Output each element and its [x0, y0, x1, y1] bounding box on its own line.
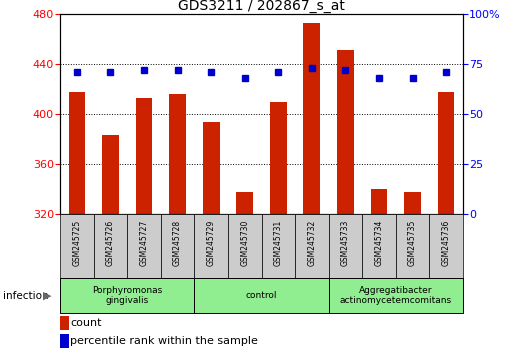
Bar [60, 278, 195, 313]
Bar [203, 122, 220, 214]
Bar [161, 214, 195, 278]
Text: GSM245730: GSM245730 [240, 219, 249, 266]
Bar [236, 192, 253, 214]
Bar [94, 214, 127, 278]
Bar [371, 189, 388, 214]
Text: GSM245736: GSM245736 [441, 219, 451, 266]
Title: GDS3211 / 202867_s_at: GDS3211 / 202867_s_at [178, 0, 345, 13]
Text: ▶: ▶ [43, 291, 51, 301]
Bar [228, 214, 262, 278]
Bar [60, 316, 69, 330]
Text: GSM245729: GSM245729 [207, 220, 215, 266]
Text: GSM245731: GSM245731 [274, 220, 283, 266]
Text: GSM245727: GSM245727 [140, 220, 149, 266]
Bar [362, 214, 396, 278]
Text: infection: infection [3, 291, 48, 301]
Text: Porphyromonas
gingivalis: Porphyromonas gingivalis [92, 286, 162, 305]
Text: percentile rank within the sample: percentile rank within the sample [70, 336, 258, 346]
Bar [404, 192, 421, 214]
Bar [60, 214, 94, 278]
Bar [135, 98, 152, 214]
Bar [328, 278, 463, 313]
Text: Aggregatibacter
actinomycetemcomitans: Aggregatibacter actinomycetemcomitans [339, 286, 452, 305]
Bar [396, 214, 429, 278]
Bar [270, 102, 287, 214]
Text: count: count [70, 318, 101, 328]
Bar [438, 92, 454, 214]
Bar [295, 214, 328, 278]
Bar [195, 278, 328, 313]
Bar [69, 92, 85, 214]
Bar [303, 23, 320, 214]
Text: GSM245735: GSM245735 [408, 219, 417, 266]
Bar [60, 334, 69, 348]
Text: GSM245734: GSM245734 [374, 219, 383, 266]
Text: control: control [246, 291, 277, 300]
Text: GSM245728: GSM245728 [173, 220, 182, 266]
Bar [102, 136, 119, 214]
Bar [169, 94, 186, 214]
Bar [328, 214, 362, 278]
Text: GSM245726: GSM245726 [106, 220, 115, 266]
Bar [127, 214, 161, 278]
Bar [195, 214, 228, 278]
Bar [262, 214, 295, 278]
Text: GSM245732: GSM245732 [308, 220, 316, 266]
Bar [429, 214, 463, 278]
Text: GSM245733: GSM245733 [341, 219, 350, 266]
Bar [337, 50, 354, 214]
Text: GSM245725: GSM245725 [72, 220, 82, 266]
